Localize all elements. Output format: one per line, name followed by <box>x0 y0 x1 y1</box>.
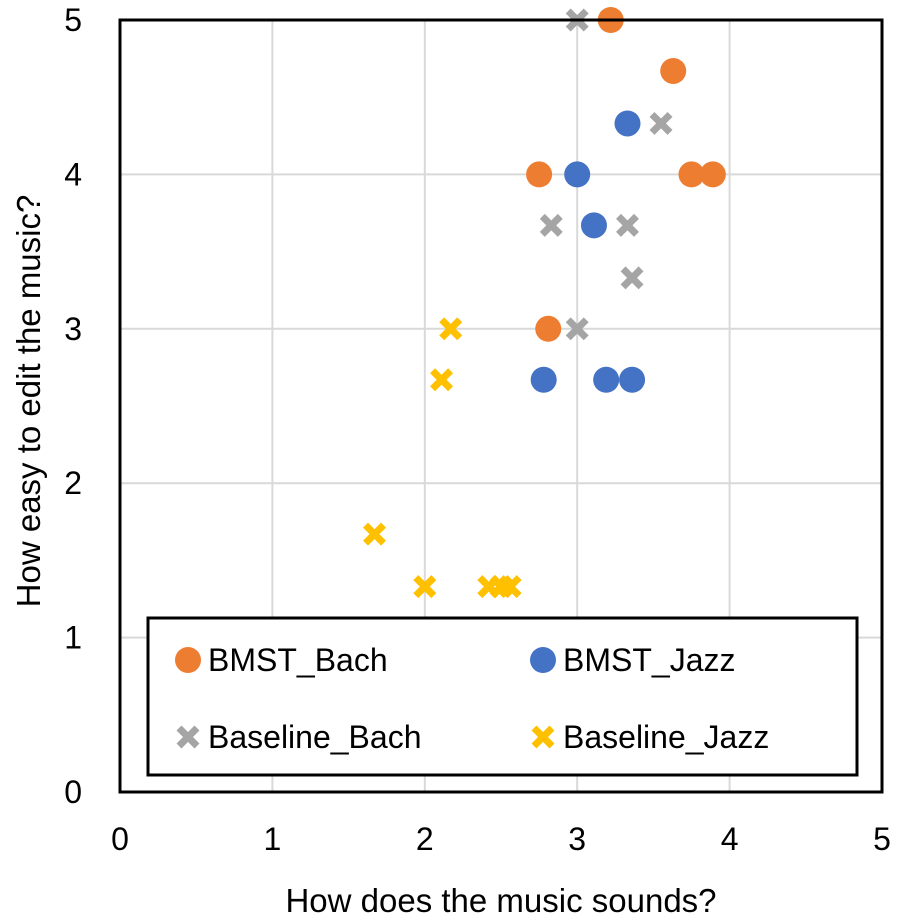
x-tick-label: 1 <box>264 821 282 857</box>
y-tick-label: 3 <box>64 311 82 347</box>
x-tick-label: 4 <box>721 821 739 857</box>
y-tick-label: 1 <box>64 620 82 656</box>
data-point-bmst-jazz <box>619 366 646 393</box>
legend-marker-bmst-bach <box>175 647 201 673</box>
legend-marker-shape-baseline-bach <box>176 725 200 749</box>
tick-labels: 0 1 2 3 4 5 0 1 2 3 4 5 <box>64 2 891 857</box>
x-tick-label: 0 <box>111 821 129 857</box>
data-point-bmst-bach <box>678 161 705 188</box>
data-point-bmst-jazz <box>564 161 591 188</box>
x-tick-label: 3 <box>568 821 586 857</box>
legend-marker-shape-bmst-bach <box>175 647 201 673</box>
data-point-baseline-jazz <box>413 575 437 599</box>
data-point-bmst-bach <box>699 161 726 188</box>
y-tick-label: 5 <box>64 2 82 38</box>
data-points <box>363 7 726 599</box>
x-tick-label: 5 <box>873 821 891 857</box>
data-point-baseline-bach <box>616 213 639 237</box>
legend-entry-bmst-jazz: BMST_Jazz <box>530 642 735 678</box>
data-point-bmst-jazz <box>593 366 620 393</box>
data-point-bmst-jazz <box>530 366 557 393</box>
data-point-baseline-jazz <box>430 368 454 392</box>
data-point-baseline-jazz <box>439 317 463 341</box>
data-point-bmst-bach <box>526 161 553 188</box>
x-axis-label: How does the music sounds? <box>285 882 716 919</box>
y-tick-label: 4 <box>64 156 82 192</box>
data-point-bmst-jazz <box>614 110 641 137</box>
data-point-baseline-bach <box>565 317 589 341</box>
legend-marker-shape-bmst-jazz <box>530 647 556 673</box>
legend-entry-baseline-bach: Baseline_Bach <box>176 719 421 755</box>
legend-label-bmst-bach: BMST_Bach <box>208 642 388 678</box>
data-point-baseline-jazz <box>498 575 522 599</box>
legend-label-baseline-bach: Baseline_Bach <box>208 719 421 755</box>
legend-label-bmst-jazz: BMST_Jazz <box>563 642 735 678</box>
x-tick-label: 2 <box>416 821 434 857</box>
legend-marker-bmst-jazz <box>530 647 556 673</box>
legend-entry-bmst-bach: BMST_Bach <box>175 642 388 678</box>
legend-marker-baseline-bach <box>176 725 200 749</box>
data-point-baseline-jazz <box>363 522 386 546</box>
data-point-bmst-bach <box>535 315 562 342</box>
y-axis-label: How easy to edit the music? <box>10 195 47 608</box>
data-point-baseline-bach <box>539 213 563 237</box>
y-tick-label: 2 <box>64 465 82 501</box>
data-point-baseline-bach <box>649 111 673 135</box>
legend-entry-baseline-jazz: Baseline_Jazz <box>531 719 769 755</box>
data-point-bmst-jazz <box>580 212 607 239</box>
legend-box <box>146 616 859 777</box>
plot-frame <box>118 18 884 794</box>
legend-marker-baseline-jazz <box>531 725 555 749</box>
data-point-baseline-bach <box>620 266 644 290</box>
legend-marker-shape-baseline-jazz <box>531 725 555 749</box>
y-tick-label: 0 <box>64 774 82 810</box>
legend-label-baseline-jazz: Baseline_Jazz <box>563 719 769 755</box>
legend: BMST_Bach BMST_Jazz Baseline_Bach Baseli… <box>146 616 859 777</box>
data-point-bmst-bach <box>660 57 687 84</box>
